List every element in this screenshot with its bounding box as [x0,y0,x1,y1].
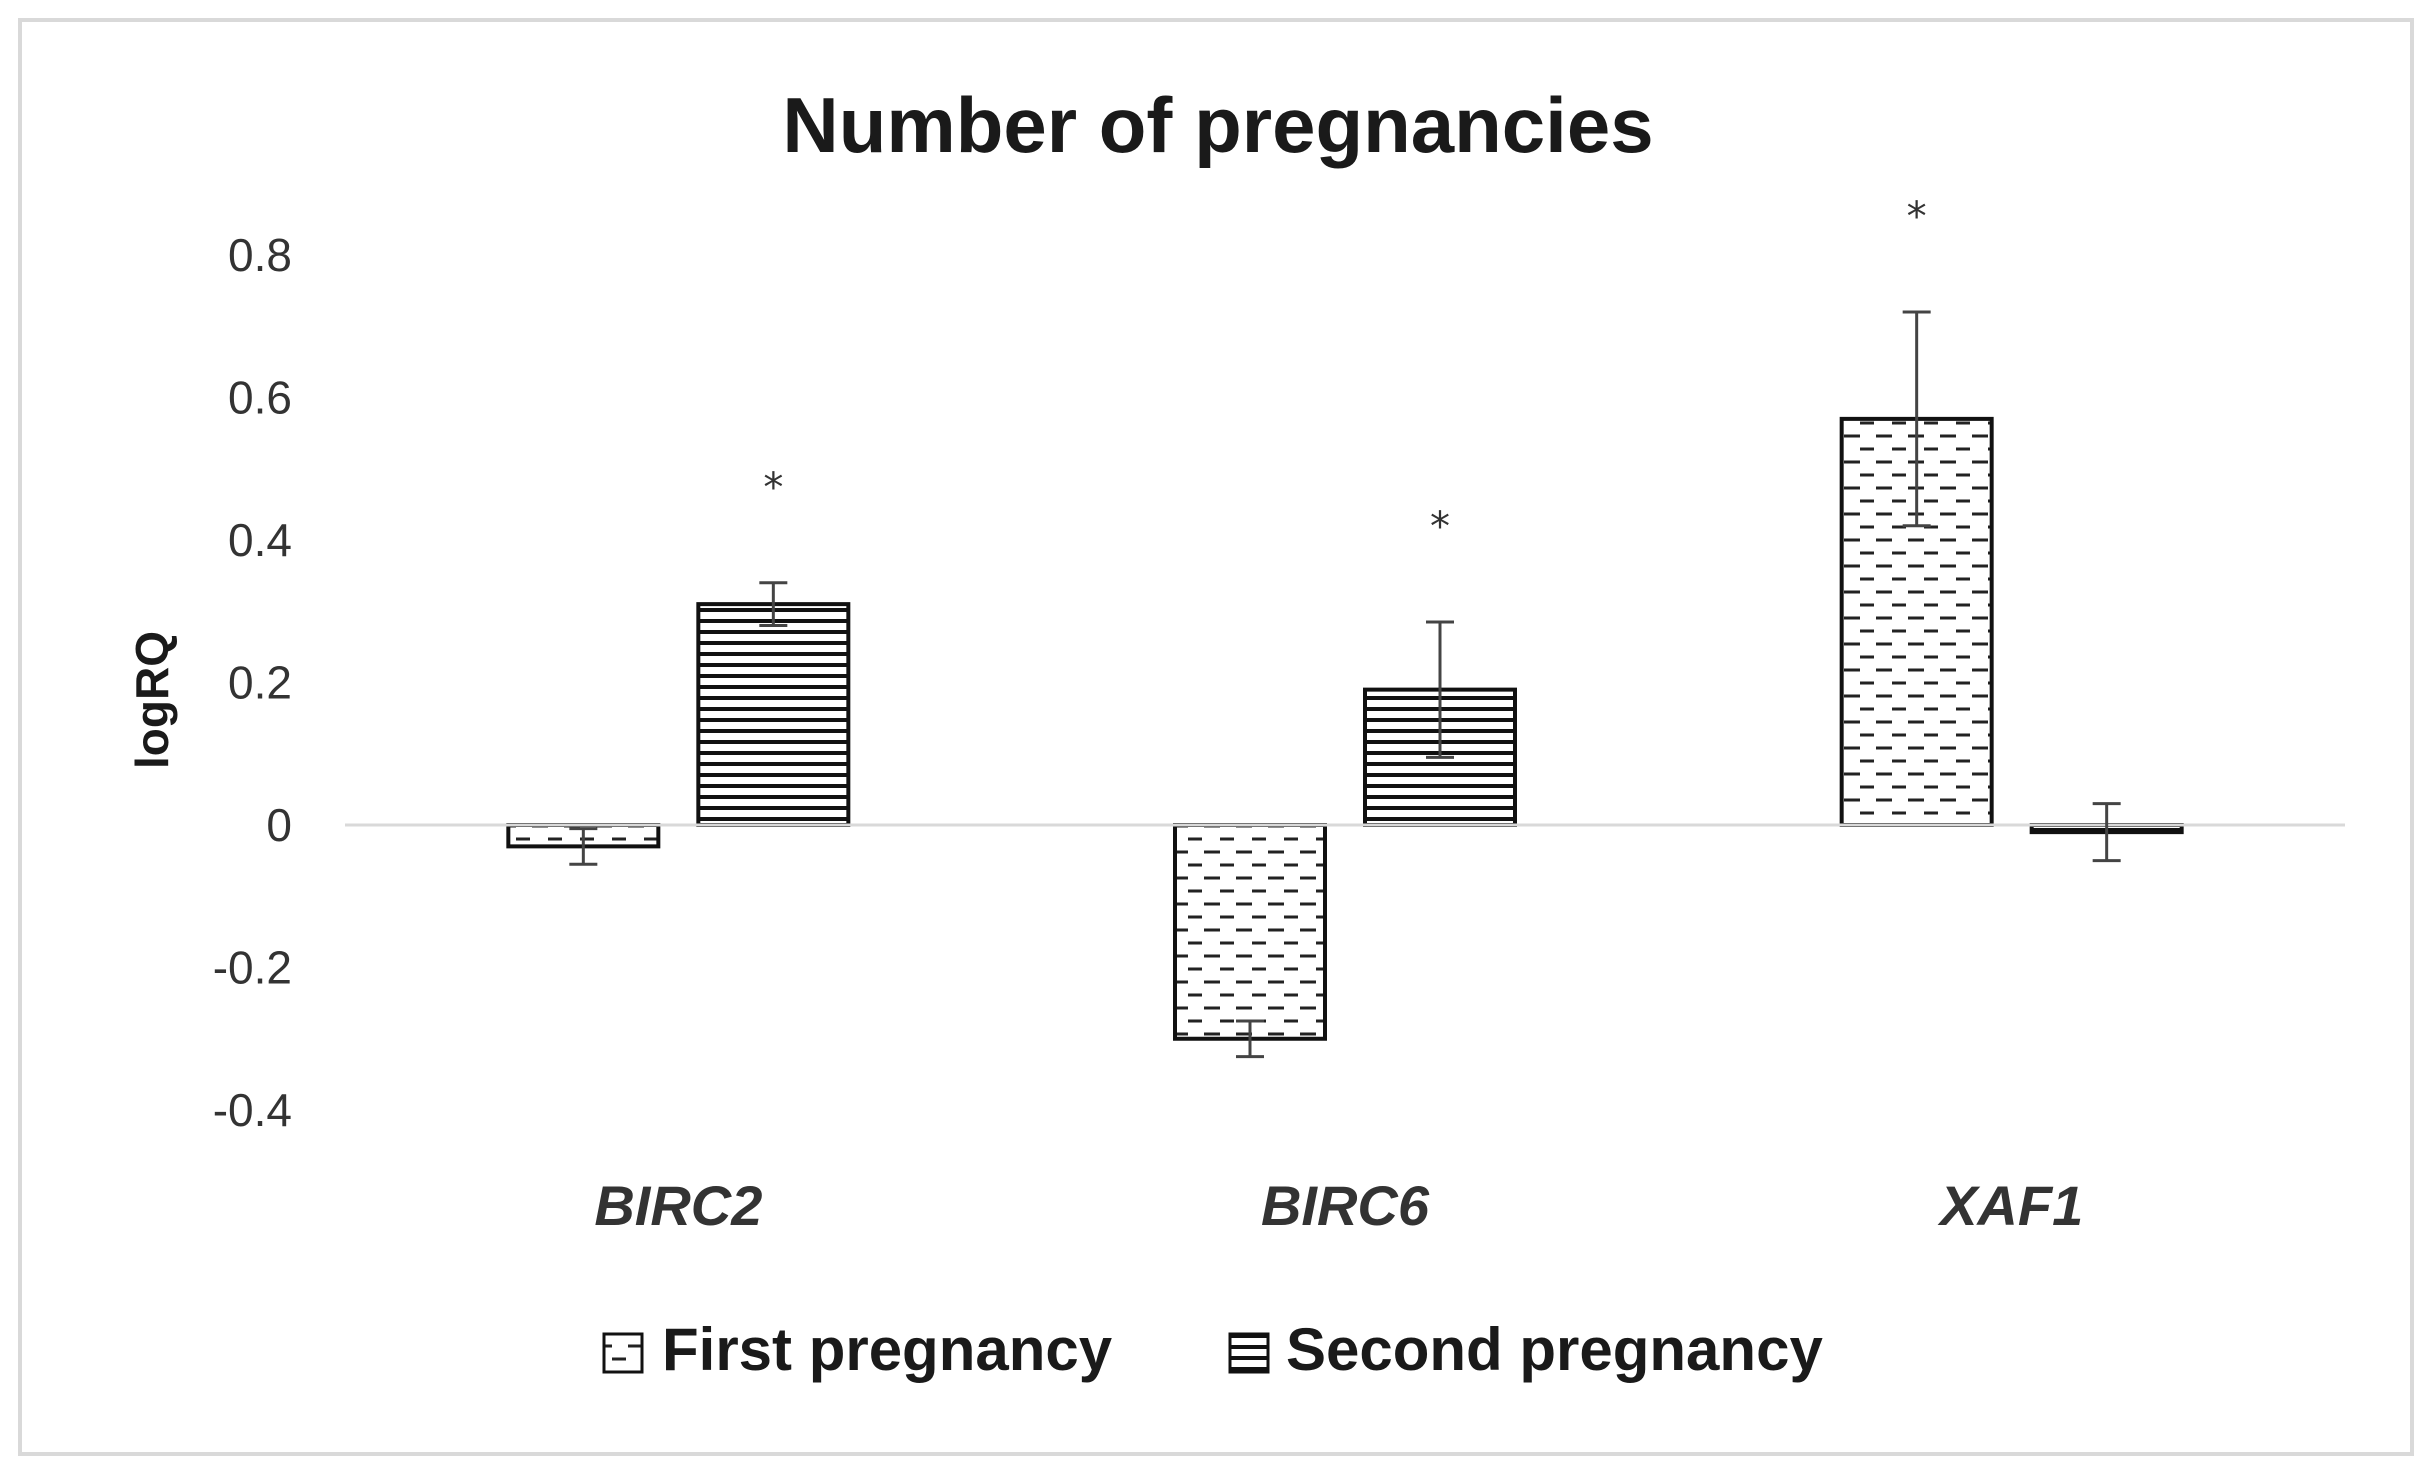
y-tick-labels: 0.8 0.6 0.4 0.2 0 -0.2 -0.4 [213,229,292,1136]
legend-swatch-second-pregnancy [1228,1332,1270,1374]
legend-swatch-first-pregnancy [602,1332,644,1374]
bar-first-pregnancy-birc6 [1173,823,1327,1041]
chart-frame [18,18,2414,1456]
category-label: BIRC6 [1261,1174,1430,1237]
significance-star: * [1907,194,1927,240]
y-tick-label: 0.2 [228,657,292,709]
legend-label-first-pregnancy: First pregnancy [662,1316,1113,1383]
category-label: XAF1 [1937,1174,2083,1237]
legend: First pregnancy Second pregnancy [602,1316,1823,1383]
significance-star: * [763,465,783,511]
significance-layer: * * * [763,194,1926,550]
error-bars-layer [569,310,2121,1059]
y-tick-label: -0.2 [213,942,292,994]
y-tick-label: 0.8 [228,229,292,281]
bars-layer [506,416,2184,1041]
significance-star: * [1430,504,1450,550]
y-axis-label: logRQ [126,631,178,769]
chart-title: Number of pregnancies [782,81,1653,169]
y-tick-label: 0.6 [228,372,292,424]
bar-second-pregnancy-birc2 [696,602,851,827]
legend-label-second-pregnancy: Second pregnancy [1286,1316,1823,1383]
y-tick-label: -0.4 [213,1084,292,1136]
y-tick-label: 0.4 [228,514,292,566]
category-labels: BIRC2 BIRC6 XAF1 [594,1174,2083,1237]
y-tick-label: 0 [266,799,292,851]
category-label: BIRC2 [594,1174,762,1237]
